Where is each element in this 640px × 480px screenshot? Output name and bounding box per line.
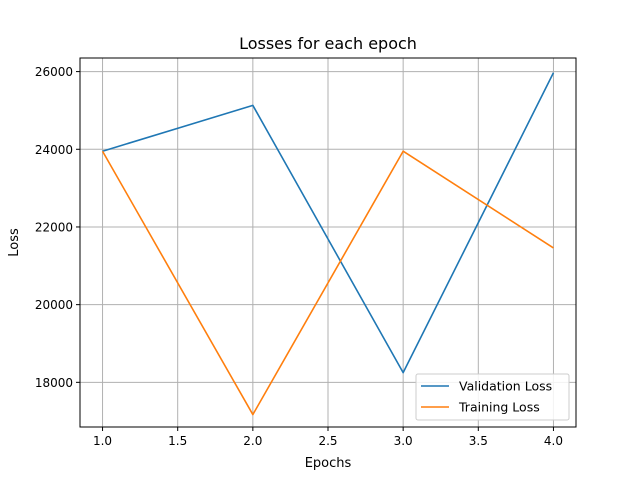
x-tick-label: 1.5 [168, 434, 187, 448]
x-axis-label: Epochs [305, 456, 352, 471]
y-tick-label: 26000 [35, 65, 73, 79]
legend-label-training-loss: Training Loss [458, 400, 540, 415]
series-lines [101, 72, 555, 416]
x-tick-label: 3.5 [469, 434, 488, 448]
series-line-validation-loss [102, 72, 555, 374]
x-tick-label: 2.0 [243, 434, 262, 448]
grid [80, 58, 576, 427]
y-tick-label: 18000 [35, 376, 73, 390]
y-tick-label: 22000 [35, 220, 73, 234]
legend: Validation Loss Training Loss [415, 373, 570, 421]
legend-label-validation-loss: Validation Loss [459, 379, 552, 394]
x-tick-label: 2.5 [318, 434, 337, 448]
x-tick-label: 4.0 [544, 434, 563, 448]
y-axis-label: Loss [7, 228, 22, 257]
y-tick-label: 24000 [35, 143, 73, 157]
chart-title: Losses for each epoch [239, 34, 417, 53]
y-tick-label: 20000 [35, 298, 73, 312]
y-axis-ticks: 18000 20000 22000 24000 26000 [35, 65, 80, 390]
series-line-training-loss [101, 150, 554, 416]
x-axis-ticks: 1.0 1.5 2.0 2.5 3.0 3.5 4.0 [93, 427, 563, 448]
x-tick-label: 3.0 [394, 434, 413, 448]
x-tick-label: 1.0 [93, 434, 112, 448]
legend-box [415, 373, 570, 421]
